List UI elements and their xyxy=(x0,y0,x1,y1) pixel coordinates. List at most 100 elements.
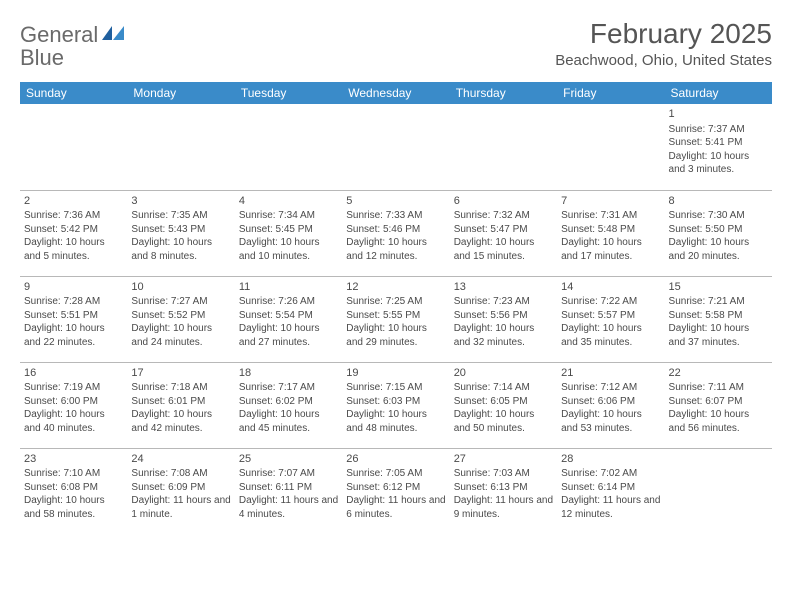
title-block: February 2025 Beachwood, Ohio, United St… xyxy=(555,18,772,69)
sunset-text: Sunset: 5:41 PM xyxy=(669,136,768,150)
calendar-day-cell: 7Sunrise: 7:31 AMSunset: 5:48 PMDaylight… xyxy=(557,190,664,276)
sunrise-text: Sunrise: 7:05 AM xyxy=(346,467,445,481)
weekday-header: Sunday xyxy=(20,82,127,104)
sunset-text: Sunset: 5:57 PM xyxy=(561,309,660,323)
calendar-empty-cell xyxy=(665,448,772,534)
daylight-text: Daylight: 10 hours and 27 minutes. xyxy=(239,322,338,349)
calendar-day-cell: 20Sunrise: 7:14 AMSunset: 6:05 PMDayligh… xyxy=(450,362,557,448)
calendar-day-cell: 25Sunrise: 7:07 AMSunset: 6:11 PMDayligh… xyxy=(235,448,342,534)
calendar-table: SundayMondayTuesdayWednesdayThursdayFrid… xyxy=(20,82,772,534)
logo-text-1: General xyxy=(20,22,98,47)
calendar-empty-cell xyxy=(450,104,557,190)
calendar-day-cell: 11Sunrise: 7:26 AMSunset: 5:54 PMDayligh… xyxy=(235,276,342,362)
daylight-text: Daylight: 11 hours and 1 minute. xyxy=(131,494,230,521)
sunset-text: Sunset: 5:42 PM xyxy=(24,223,123,237)
calendar-day-cell: 2Sunrise: 7:36 AMSunset: 5:42 PMDaylight… xyxy=(20,190,127,276)
day-number: 1 xyxy=(669,107,768,122)
daylight-text: Daylight: 10 hours and 56 minutes. xyxy=(669,408,768,435)
calendar-day-cell: 1Sunrise: 7:37 AMSunset: 5:41 PMDaylight… xyxy=(665,104,772,190)
day-number: 15 xyxy=(669,280,768,295)
daylight-text: Daylight: 10 hours and 20 minutes. xyxy=(669,236,768,263)
calendar-day-cell: 10Sunrise: 7:27 AMSunset: 5:52 PMDayligh… xyxy=(127,276,234,362)
calendar-day-cell: 6Sunrise: 7:32 AMSunset: 5:47 PMDaylight… xyxy=(450,190,557,276)
calendar-day-cell: 28Sunrise: 7:02 AMSunset: 6:14 PMDayligh… xyxy=(557,448,664,534)
sunset-text: Sunset: 5:46 PM xyxy=(346,223,445,237)
daylight-text: Daylight: 10 hours and 5 minutes. xyxy=(24,236,123,263)
calendar-body: 1Sunrise: 7:37 AMSunset: 5:41 PM Daylight… xyxy=(20,104,772,534)
sunset-text: Sunset: 5:58 PM xyxy=(669,309,768,323)
calendar-week-row: 23Sunrise: 7:10 AMSunset: 6:08 PMDayligh… xyxy=(20,448,772,534)
sunset-text: Sunset: 6:03 PM xyxy=(346,395,445,409)
sunset-text: Sunset: 6:09 PM xyxy=(131,481,230,495)
day-number: 13 xyxy=(454,280,553,295)
sunset-text: Sunset: 6:07 PM xyxy=(669,395,768,409)
sunrise-text: Sunrise: 7:22 AM xyxy=(561,295,660,309)
sunset-text: Sunset: 5:43 PM xyxy=(131,223,230,237)
weekday-header: Friday xyxy=(557,82,664,104)
sunset-text: Sunset: 5:47 PM xyxy=(454,223,553,237)
daylight-text: Daylight: 10 hours and 35 minutes. xyxy=(561,322,660,349)
calendar-day-cell: 16Sunrise: 7:19 AMSunset: 6:00 PMDayligh… xyxy=(20,362,127,448)
daylight-text: Daylight: 10 hours and 24 minutes. xyxy=(131,322,230,349)
sunrise-text: Sunrise: 7:21 AM xyxy=(669,295,768,309)
day-number: 19 xyxy=(346,366,445,381)
sunset-text: Sunset: 6:08 PM xyxy=(24,481,123,495)
sunrise-text: Sunrise: 7:07 AM xyxy=(239,467,338,481)
day-number: 26 xyxy=(346,452,445,467)
calendar-day-cell: 27Sunrise: 7:03 AMSunset: 6:13 PMDayligh… xyxy=(450,448,557,534)
calendar-week-row: 9Sunrise: 7:28 AMSunset: 5:51 PMDaylight… xyxy=(20,276,772,362)
daylight-text: Daylight: 11 hours and 9 minutes. xyxy=(454,494,553,521)
calendar-day-cell: 13Sunrise: 7:23 AMSunset: 5:56 PMDayligh… xyxy=(450,276,557,362)
day-number: 27 xyxy=(454,452,553,467)
sunrise-text: Sunrise: 7:03 AM xyxy=(454,467,553,481)
daylight-text: Daylight: 10 hours and 12 minutes. xyxy=(346,236,445,263)
sunset-text: Sunset: 5:50 PM xyxy=(669,223,768,237)
daylight-text: Daylight: 10 hours and 48 minutes. xyxy=(346,408,445,435)
day-number: 3 xyxy=(131,194,230,209)
sunrise-text: Sunrise: 7:33 AM xyxy=(346,209,445,223)
day-number: 11 xyxy=(239,280,338,295)
calendar-empty-cell xyxy=(127,104,234,190)
daylight-text: Daylight: 10 hours and 32 minutes. xyxy=(454,322,553,349)
day-number: 4 xyxy=(239,194,338,209)
calendar-day-cell: 19Sunrise: 7:15 AMSunset: 6:03 PMDayligh… xyxy=(342,362,449,448)
calendar-day-cell: 18Sunrise: 7:17 AMSunset: 6:02 PMDayligh… xyxy=(235,362,342,448)
daylight-text: Daylight: 10 hours and 37 minutes. xyxy=(669,322,768,349)
day-number: 10 xyxy=(131,280,230,295)
header: General Blue February 2025 Beachwood, Oh… xyxy=(20,18,772,70)
day-number: 7 xyxy=(561,194,660,209)
day-number: 16 xyxy=(24,366,123,381)
sunset-text: Sunset: 6:13 PM xyxy=(454,481,553,495)
daylight-text: Daylight: 10 hours and 50 minutes. xyxy=(454,408,553,435)
location: Beachwood, Ohio, United States xyxy=(555,52,772,69)
calendar-empty-cell xyxy=(20,104,127,190)
sunrise-text: Sunrise: 7:10 AM xyxy=(24,467,123,481)
daylight-text: Daylight: 10 hours and 22 minutes. xyxy=(24,322,123,349)
logo-sail-icon xyxy=(102,26,124,40)
sunset-text: Sunset: 5:45 PM xyxy=(239,223,338,237)
calendar-day-cell: 5Sunrise: 7:33 AMSunset: 5:46 PMDaylight… xyxy=(342,190,449,276)
calendar-empty-cell xyxy=(342,104,449,190)
calendar-day-cell: 9Sunrise: 7:28 AMSunset: 5:51 PMDaylight… xyxy=(20,276,127,362)
weekday-header: Wednesday xyxy=(342,82,449,104)
weekday-header: Tuesday xyxy=(235,82,342,104)
daylight-text: Daylight: 10 hours and 15 minutes. xyxy=(454,236,553,263)
sunrise-text: Sunrise: 7:37 AM xyxy=(669,123,768,137)
daylight-text: Daylight: 11 hours and 12 minutes. xyxy=(561,494,660,521)
sunset-text: Sunset: 5:54 PM xyxy=(239,309,338,323)
calendar-day-cell: 21Sunrise: 7:12 AMSunset: 6:06 PMDayligh… xyxy=(557,362,664,448)
sunset-text: Sunset: 6:01 PM xyxy=(131,395,230,409)
sunset-text: Sunset: 6:00 PM xyxy=(24,395,123,409)
daylight-text: Daylight: 10 hours and 58 minutes. xyxy=(24,494,123,521)
day-number: 6 xyxy=(454,194,553,209)
daylight-text: Daylight: 10 hours and 40 minutes. xyxy=(24,408,123,435)
calendar-week-row: 16Sunrise: 7:19 AMSunset: 6:00 PMDayligh… xyxy=(20,362,772,448)
daylight-text: Daylight: 11 hours and 6 minutes. xyxy=(346,494,445,521)
calendar-empty-cell xyxy=(235,104,342,190)
sunset-text: Sunset: 6:12 PM xyxy=(346,481,445,495)
daylight-text: Daylight: 10 hours and 8 minutes. xyxy=(131,236,230,263)
sunset-text: Sunset: 6:11 PM xyxy=(239,481,338,495)
calendar-day-cell: 17Sunrise: 7:18 AMSunset: 6:01 PMDayligh… xyxy=(127,362,234,448)
calendar-day-cell: 22Sunrise: 7:11 AMSunset: 6:07 PMDayligh… xyxy=(665,362,772,448)
calendar-day-cell: 8Sunrise: 7:30 AMSunset: 5:50 PMDaylight… xyxy=(665,190,772,276)
